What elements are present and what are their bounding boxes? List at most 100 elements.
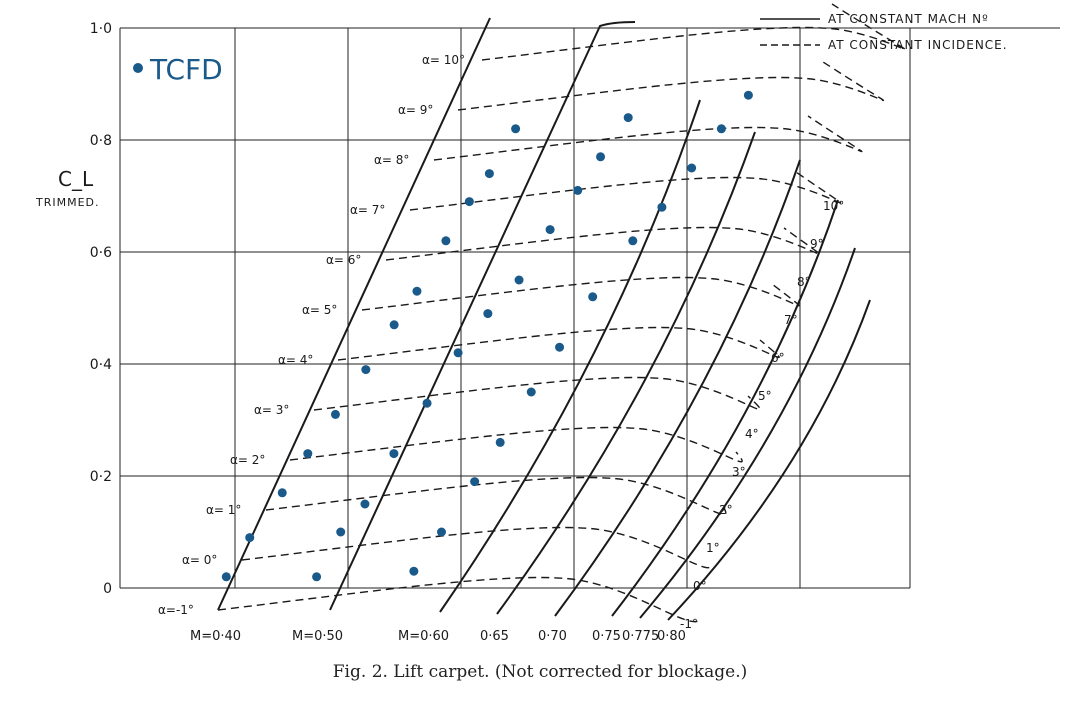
tcfd-point xyxy=(409,566,419,576)
legend-dashed-label: AT CONSTANT INCIDENCE. xyxy=(828,38,1008,52)
mach-label: 0·65 xyxy=(480,629,509,644)
incidence-line-8 xyxy=(409,171,842,211)
tcfd-point xyxy=(495,437,505,447)
mach-label: 0·70 xyxy=(538,629,567,644)
alpha-right-label: 5° xyxy=(758,389,772,403)
y-tick-label: 1·0 xyxy=(90,21,112,37)
y-axis-subtitle: TRIMMED. xyxy=(35,196,100,209)
carpet-curves xyxy=(217,3,906,623)
tcfd-point xyxy=(511,124,521,134)
mach-line-1 xyxy=(329,21,636,611)
legend: AT CONSTANT MACH Nº AT CONSTANT INCIDENC… xyxy=(760,12,1008,52)
alpha-left-label: α= 8° xyxy=(374,153,409,167)
alpha-left-label: α= 7° xyxy=(350,203,385,217)
tcfd-point xyxy=(441,236,451,246)
tcfd-point xyxy=(360,499,370,509)
mach-line-7 xyxy=(667,299,871,621)
legend-solid-label: AT CONSTANT MACH Nº xyxy=(828,12,989,26)
alpha-right-label: -1° xyxy=(680,617,698,631)
tcfd-point xyxy=(221,572,231,582)
alpha-right-label: 1° xyxy=(706,541,720,555)
tcfd-point xyxy=(437,527,446,537)
incidence-line-2 xyxy=(265,476,727,516)
y-axis-ticks: 0 0·2 0·4 0·6 0·8 1·0 xyxy=(90,21,112,597)
mach-line-0 xyxy=(217,17,491,611)
figure-caption: Fig. 2. Lift carpet. (Not corrected for … xyxy=(332,662,748,682)
tcfd-point xyxy=(687,163,697,173)
y-tick-label: 0·4 xyxy=(90,357,112,373)
alpha-left-label: α= 3° xyxy=(254,403,289,417)
alpha-right-label: 3° xyxy=(732,465,746,479)
incidence-line-0 xyxy=(217,576,701,623)
mach-label: M=0·50 xyxy=(292,629,343,644)
tcfd-point xyxy=(596,152,606,162)
tcfd-point xyxy=(526,387,536,397)
tcfd-point xyxy=(312,572,322,582)
tcfd-point xyxy=(422,398,432,408)
tcfd-point xyxy=(336,527,346,537)
incidence-line-6 xyxy=(361,276,800,311)
tcfd-legend-marker xyxy=(133,63,143,73)
tcfd-point xyxy=(453,348,463,358)
tcfd-point xyxy=(277,488,287,498)
alpha-right-label: 2° xyxy=(719,503,733,517)
tcfd-point xyxy=(361,365,371,375)
grid xyxy=(119,27,1060,589)
incidence-line-4 xyxy=(313,376,761,411)
alpha-right-label: 10° xyxy=(823,199,844,213)
mach-line-6 xyxy=(639,247,856,619)
incidence-line-3 xyxy=(289,426,743,463)
alpha-left-label: α= 2° xyxy=(230,453,265,467)
tcfd-point xyxy=(303,449,313,459)
tcfd-point xyxy=(464,197,474,207)
tcfd-legend-label: TCFD xyxy=(149,53,223,86)
y-tick-label: 0·8 xyxy=(90,133,112,149)
tcfd-point xyxy=(588,292,598,302)
mach-label: 0·775 xyxy=(622,629,659,644)
alpha-right-label: 6° xyxy=(771,351,785,365)
mach-label: M=0·40 xyxy=(190,629,241,644)
alpha-left-label: α= 6° xyxy=(326,253,361,267)
tcfd-point xyxy=(389,320,399,330)
mach-line-2 xyxy=(439,99,701,613)
incidence-line-11 xyxy=(481,3,906,61)
tcfd-point xyxy=(412,286,422,296)
mach-label: 0·75 xyxy=(592,629,621,644)
tcfd-point xyxy=(573,185,583,195)
tcfd-point xyxy=(545,225,555,235)
y-tick-label: 0·2 xyxy=(90,469,112,485)
incidence-line-7 xyxy=(385,226,821,261)
tcfd-point xyxy=(483,309,493,319)
alpha-left-label: α= 4° xyxy=(278,353,313,367)
y-tick-label: 0 xyxy=(103,581,112,597)
tcfd-point xyxy=(628,236,638,246)
tcfd-point xyxy=(623,113,633,123)
tcfd-point xyxy=(514,275,524,285)
tcfd-legend: TCFD xyxy=(133,53,223,86)
incidence-line-9 xyxy=(433,115,863,161)
alpha-right-label: 8° xyxy=(797,275,811,289)
alpha-left-label: α=-1° xyxy=(158,603,194,617)
alpha-right-label: 9° xyxy=(810,237,824,251)
tcfd-point xyxy=(716,124,726,134)
alpha-left-label: α= 9° xyxy=(398,103,433,117)
y-tick-label: 0·6 xyxy=(90,245,112,261)
tcfd-point xyxy=(470,477,480,487)
mach-label: 0·80 xyxy=(657,629,686,644)
alpha-left-label: α= 1° xyxy=(206,503,241,517)
alpha-right-label: 4° xyxy=(745,427,759,441)
tcfd-point xyxy=(743,90,753,100)
alpha-right-label: 0° xyxy=(693,579,707,593)
alpha-left-label: α= 5° xyxy=(302,303,337,317)
alpha-right-label: 7° xyxy=(784,313,798,327)
alpha-left-label: α= 0° xyxy=(182,553,217,567)
tcfd-points xyxy=(221,90,753,582)
tcfd-point xyxy=(657,202,667,212)
incidence-line-5 xyxy=(337,326,780,361)
mach-line-5 xyxy=(611,199,839,617)
mach-line-3 xyxy=(496,131,756,615)
y-axis-title: C_L xyxy=(58,167,94,191)
mach-label: M=0·60 xyxy=(398,629,449,644)
